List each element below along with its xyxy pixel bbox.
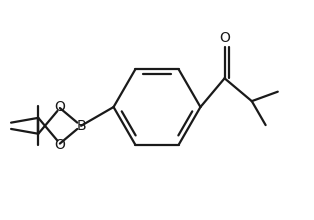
Text: O: O [54,138,65,152]
Text: B: B [76,119,86,133]
Text: O: O [54,100,65,114]
Text: O: O [219,31,230,45]
